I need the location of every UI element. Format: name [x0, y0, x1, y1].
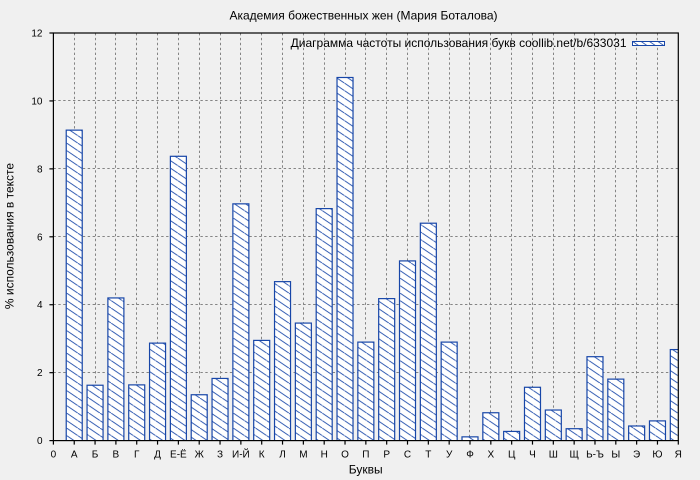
- svg-text:% использования в тексте: % использования в тексте: [3, 163, 17, 309]
- svg-text:Ф: Ф: [466, 450, 474, 461]
- svg-text:Х: Х: [487, 450, 494, 461]
- svg-text:Щ: Щ: [569, 450, 578, 461]
- svg-text:2: 2: [37, 368, 43, 379]
- svg-text:10: 10: [31, 96, 43, 107]
- svg-text:Б: Б: [92, 450, 99, 461]
- svg-text:Ь-Ъ: Ь-Ъ: [586, 450, 604, 461]
- svg-text:О: О: [341, 450, 349, 461]
- svg-text:Я: Я: [675, 450, 682, 461]
- svg-text:12: 12: [31, 29, 43, 40]
- svg-text:Е-Ё: Е-Ё: [170, 449, 187, 461]
- svg-text:0: 0: [37, 436, 43, 447]
- svg-text:Ю: Ю: [652, 450, 662, 461]
- svg-text:Т: Т: [425, 450, 431, 461]
- svg-text:Н: Н: [321, 450, 328, 461]
- svg-text:Ж: Ж: [195, 450, 205, 461]
- svg-text:Р: Р: [383, 450, 390, 461]
- svg-text:А: А: [71, 450, 78, 461]
- svg-text:Диаграмма частоты использовани: Диаграмма частоты использования букв coo…: [291, 36, 627, 50]
- svg-text:Ы: Ы: [611, 450, 620, 461]
- svg-text:Академия божественных жен (Мар: Академия божественных жен (Мария Боталов…: [229, 8, 497, 22]
- svg-text:Г: Г: [134, 450, 140, 461]
- svg-text:Д: Д: [154, 450, 161, 461]
- svg-text:З: З: [217, 450, 223, 461]
- svg-text:К: К: [259, 450, 265, 461]
- svg-text:В: В: [113, 450, 120, 461]
- svg-text:8: 8: [37, 164, 43, 175]
- svg-text:П: П: [362, 450, 369, 461]
- svg-text:Буквы: Буквы: [349, 462, 383, 476]
- svg-text:Л: Л: [279, 450, 286, 461]
- svg-text:Ч: Ч: [529, 450, 536, 461]
- svg-text:Ш: Ш: [549, 450, 558, 461]
- svg-text:У: У: [446, 450, 453, 461]
- svg-text:С: С: [404, 450, 411, 461]
- svg-text:Ц: Ц: [508, 450, 516, 461]
- svg-text:Э: Э: [633, 450, 640, 461]
- svg-text:4: 4: [37, 300, 43, 311]
- svg-text:И-Й: И-Й: [232, 448, 250, 461]
- svg-text:0: 0: [51, 450, 57, 461]
- svg-text:6: 6: [37, 232, 43, 243]
- svg-text:М: М: [299, 450, 307, 461]
